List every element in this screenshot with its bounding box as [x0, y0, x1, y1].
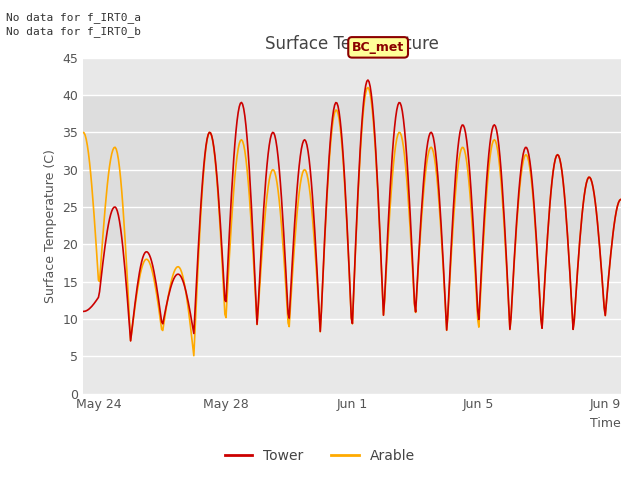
Text: BC_met: BC_met [352, 41, 404, 54]
Legend: Tower, Arable: Tower, Arable [219, 443, 421, 468]
Y-axis label: Surface Temperature (C): Surface Temperature (C) [44, 149, 57, 302]
X-axis label: Time: Time [590, 417, 621, 430]
Title: Surface Temperature: Surface Temperature [265, 35, 439, 53]
Bar [83, 95, 621, 244]
Text: No data for f_IRT0_a: No data for f_IRT0_a [6, 12, 141, 23]
Text: No data for f_IRT0_b: No data for f_IRT0_b [6, 26, 141, 37]
